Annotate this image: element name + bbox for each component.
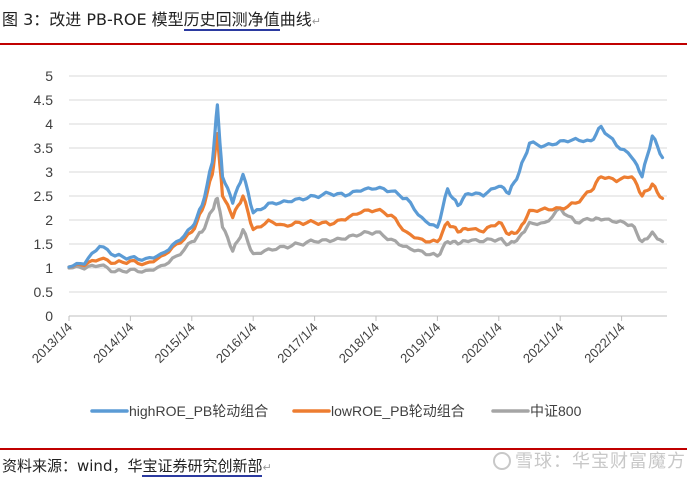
x-tick-label: 2022/1/4 (581, 320, 627, 366)
y-tick-label: 0 (45, 308, 53, 324)
x-tick-label: 2020/1/4 (459, 320, 505, 366)
series-line (67, 132, 665, 269)
x-tick-label: 2019/1/4 (397, 320, 443, 366)
x-tick-label: 2018/1/4 (336, 320, 382, 366)
source-prefix: 资料来源：wind，华 (2, 457, 143, 475)
watermark: 雪球：华宝财富魔方 (493, 447, 686, 473)
line-chart: 0 0.5 1 1.5 2 2.5 3 3.5 4 4.5 5 2013/1/4 2014/1/4 20… (0, 45, 687, 440)
y-tick-label: 3.5 (34, 140, 54, 156)
series-lines (67, 103, 665, 274)
y-axis-ticks: 0 0.5 1 1.5 2 2.5 3 3.5 4 4.5 5 (34, 68, 54, 324)
title-suffix: 曲线 (279, 10, 312, 29)
bottom-red-rule (0, 448, 687, 450)
source-note: 资料来源：wind，华宝证券研究创新部↵ (2, 455, 272, 477)
y-tick-label: 5 (45, 68, 53, 84)
top-red-rule (0, 43, 687, 45)
y-tick-label: 0.5 (34, 284, 54, 300)
snowball-logo-icon (493, 452, 511, 470)
x-tick-label: 2021/1/4 (520, 320, 566, 366)
y-tick-label: 4 (45, 116, 53, 132)
series-line (67, 196, 665, 274)
title-underlined: 历史回测净值 (183, 10, 280, 31)
y-tick-label: 1.5 (34, 236, 54, 252)
watermark-text: 雪球：华宝财富魔方 (515, 451, 686, 472)
y-tick-label: 2 (45, 212, 53, 228)
return-mark-icon: ↵ (262, 461, 272, 474)
x-tick-label: 2016/1/4 (213, 320, 259, 366)
y-tick-label: 3 (45, 164, 53, 180)
title-prefix: 图 3：改进 PB-ROE 模型 (2, 10, 184, 29)
series-line (67, 103, 665, 269)
legend-label: 中证800 (530, 403, 582, 419)
y-tick-label: 2.5 (34, 188, 54, 204)
gridlines (69, 75, 667, 317)
chart-canvas: 00.511.522.533.544.55 2013/1/4 2014/1/4 20… (29, 68, 667, 419)
chart-legend: highROE_PB轮动组合 lowROE_PB轮动组合 中证800 (90, 403, 582, 419)
y-tick-label: 4.5 (34, 92, 54, 108)
legend-label: lowROE_PB轮动组合 (331, 403, 465, 419)
legend-label: highROE_PB轮动组合 (129, 403, 268, 419)
source-underlined: 宝证券研究创新部 (142, 457, 263, 477)
x-axis-ticks: 2013/1/4 2014/1/4 2015/1/4 2016/1/4 2017/1/4… (29, 316, 628, 366)
figure-title: 图 3：改进 PB-ROE 模型历史回测净值曲线↵ (2, 6, 321, 31)
y-tick-label: 1 (45, 260, 53, 276)
return-mark-icon: ↵ (311, 15, 321, 28)
x-tick-label: 2015/1/4 (152, 320, 198, 366)
x-tick-label: 2017/1/4 (274, 320, 320, 366)
x-tick-label: 2013/1/4 (29, 320, 75, 366)
x-tick-label: 2014/1/4 (90, 320, 136, 366)
